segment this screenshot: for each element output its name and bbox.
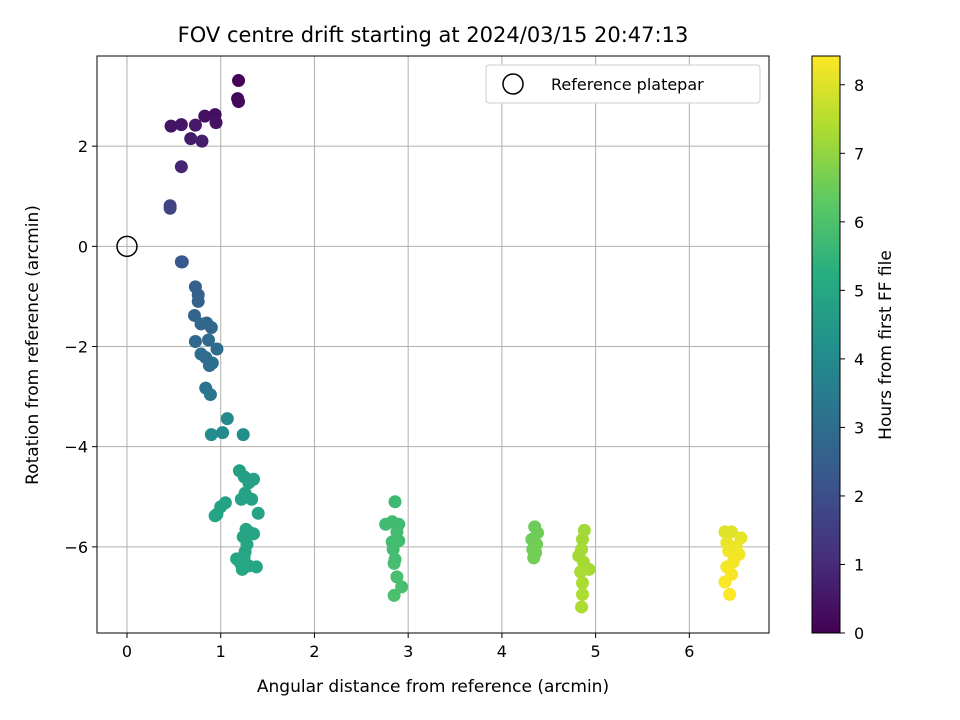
y-axis-ticks: −6 −4 −2 0 2	[64, 137, 97, 557]
data-point	[204, 320, 218, 334]
colorbar-tick-label: 5	[854, 281, 864, 300]
data-points	[163, 74, 748, 614]
x-tick-label: 1	[216, 642, 226, 661]
colorbar-tick-label: 3	[854, 418, 864, 437]
y-tick-label: 2	[78, 137, 88, 156]
colorbar-tick-label: 8	[854, 76, 864, 95]
data-point	[574, 565, 588, 579]
colorbar-label: Hours from first FF file	[876, 250, 896, 440]
data-point	[198, 109, 212, 123]
data-point	[388, 495, 402, 509]
data-point	[575, 587, 589, 601]
data-point	[202, 333, 216, 347]
plot-frame	[96, 55, 770, 634]
data-point	[723, 587, 737, 601]
y-axis-label: Rotation from reference (arcmin)	[23, 205, 43, 485]
data-point	[234, 492, 248, 506]
data-point	[390, 570, 404, 584]
y-tick-label: −6	[64, 538, 88, 557]
x-axis-ticks: 0 1 2 3 4 5 6	[122, 633, 694, 661]
data-point	[249, 560, 263, 574]
x-tick-label: 4	[497, 642, 507, 661]
legend-label: Reference platepar	[551, 75, 704, 94]
data-point	[722, 544, 736, 558]
colorbar-tick-label: 2	[854, 487, 864, 506]
chart-title: FOV centre drift starting at 2024/03/15 …	[178, 23, 689, 47]
data-point	[718, 575, 732, 589]
x-tick-label: 3	[403, 642, 413, 661]
data-point	[575, 532, 589, 546]
colorbar-tick-label: 1	[854, 555, 864, 574]
x-tick-label: 2	[309, 642, 319, 661]
x-axis-label: Angular distance from reference (arcmin)	[257, 677, 609, 697]
data-point	[174, 160, 188, 174]
data-point	[236, 428, 250, 442]
y-tick-label: −2	[64, 338, 88, 357]
legend: Reference platepar	[485, 64, 761, 104]
data-point	[209, 116, 223, 130]
x-tick-label: 0	[122, 642, 132, 661]
data-point	[251, 506, 265, 520]
data-point	[245, 492, 259, 506]
data-point	[188, 334, 202, 348]
data-point	[387, 556, 401, 570]
data-point	[195, 134, 209, 148]
data-point	[184, 132, 198, 146]
data-point	[575, 576, 589, 590]
data-point	[210, 342, 224, 356]
data-point	[387, 588, 401, 602]
data-point	[174, 255, 188, 269]
y-tick-label: −4	[64, 438, 88, 457]
data-point	[163, 201, 177, 215]
data-point	[174, 118, 188, 132]
grid-lines	[97, 56, 769, 633]
data-point	[575, 600, 589, 614]
x-tick-label: 6	[684, 642, 694, 661]
data-point	[164, 119, 178, 133]
data-point	[191, 294, 205, 308]
data-point	[232, 95, 246, 109]
data-point	[216, 426, 230, 440]
colorbar-tick-label: 4	[854, 350, 864, 369]
y-tick-label: 0	[78, 237, 88, 256]
data-point	[203, 388, 217, 402]
data-point	[395, 580, 409, 594]
data-point	[247, 472, 261, 486]
colorbar	[811, 55, 841, 634]
data-point	[208, 509, 222, 523]
data-point	[725, 525, 739, 539]
legend-box	[485, 64, 761, 104]
data-point	[247, 527, 261, 541]
data-point	[204, 428, 218, 442]
reference-platepar-marker	[116, 235, 138, 258]
colorbar-tick-label: 7	[854, 144, 864, 163]
data-point	[232, 74, 246, 88]
x-tick-label: 5	[591, 642, 601, 661]
colorbar-tick-label: 6	[854, 213, 864, 232]
data-point	[220, 412, 234, 426]
data-point	[527, 551, 541, 565]
colorbar-ticks: 0 1 2 3 4 5 6 7 8	[840, 76, 864, 643]
colorbar-tick-label: 0	[854, 624, 864, 643]
data-point	[386, 542, 400, 556]
data-point	[188, 118, 202, 132]
legend-marker-icon	[502, 73, 524, 95]
data-point	[205, 356, 219, 370]
